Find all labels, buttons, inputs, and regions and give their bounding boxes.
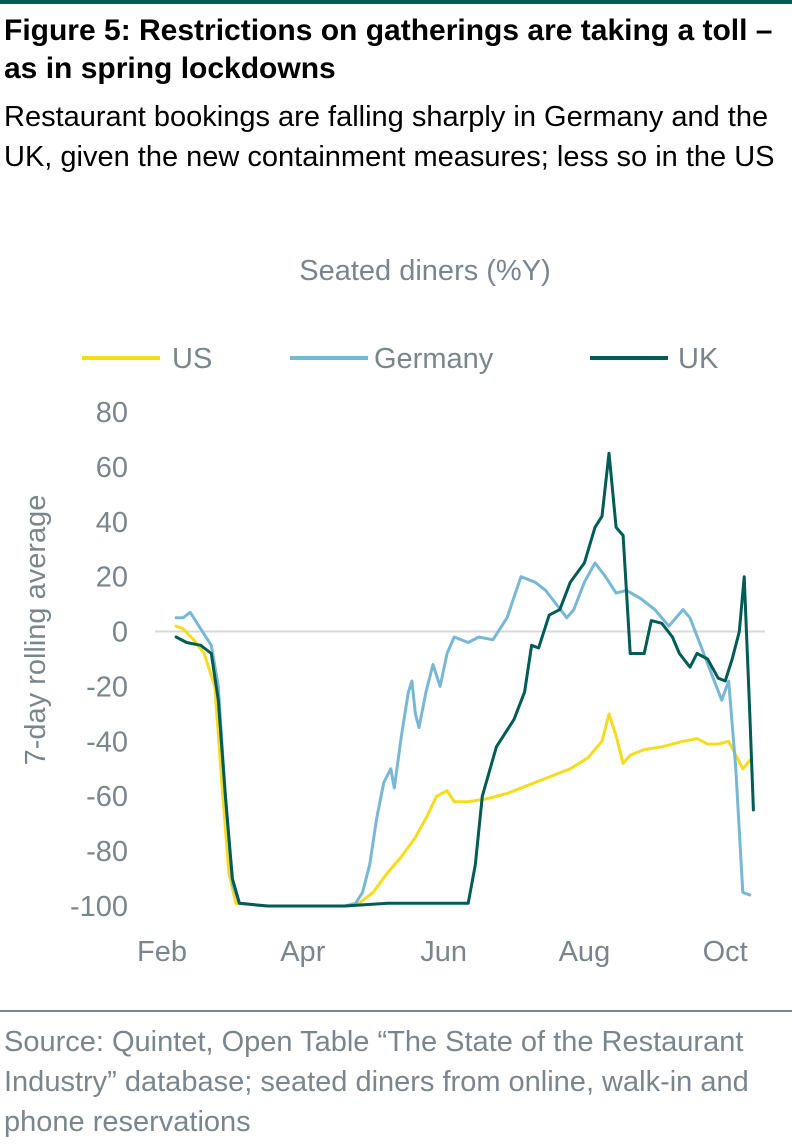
y-axis-label: 7-day rolling average	[20, 495, 52, 766]
source-note: Source: Quintet, Open Table “The State o…	[4, 1026, 749, 1138]
legend-label-germany: Germany	[374, 343, 494, 375]
y-tick-label: -60	[86, 781, 128, 813]
y-tick-label: 0	[112, 617, 128, 649]
series-line-germany	[174, 561, 752, 908]
legend-label-us: US	[172, 343, 212, 375]
series-lines	[174, 451, 755, 908]
x-tick-label: Feb	[137, 936, 187, 968]
series-line-uk	[174, 451, 755, 908]
figure-title: Figure 5: Restrictions on gatherings are…	[4, 14, 773, 85]
series-line-us	[174, 624, 752, 908]
y-tick-label: 20	[96, 562, 128, 594]
y-tick-label: -20	[86, 671, 128, 703]
figure-subtitle: Restaurant bookings are falling sharply …	[4, 101, 775, 173]
y-tick-label: 60	[96, 452, 128, 484]
y-tick-label: -100	[70, 891, 128, 923]
line-chart: US Germany UK 7-day rolling average 80 60 40…	[20, 343, 765, 968]
y-axis-ticks: 80 60 40 20 0 -20 -40 -60 -80 -100	[70, 397, 128, 923]
y-tick-label: -80	[86, 836, 128, 868]
y-tick-label: -40	[86, 726, 128, 758]
y-tick-label: 80	[96, 397, 128, 429]
chart-title: Seated diners (%Y)	[299, 255, 551, 287]
x-tick-label: Aug	[559, 936, 611, 968]
legend: US Germany UK	[82, 343, 719, 375]
x-tick-label: Apr	[280, 936, 325, 968]
x-tick-label: Jun	[420, 936, 467, 968]
y-tick-label: 40	[96, 507, 128, 539]
x-axis-ticks: Feb Apr Jun Aug Oct	[137, 936, 748, 968]
legend-label-uk: UK	[678, 343, 719, 375]
bottom-rule	[0, 1010, 792, 1012]
top-rule	[0, 0, 792, 4]
x-tick-label: Oct	[703, 936, 748, 968]
